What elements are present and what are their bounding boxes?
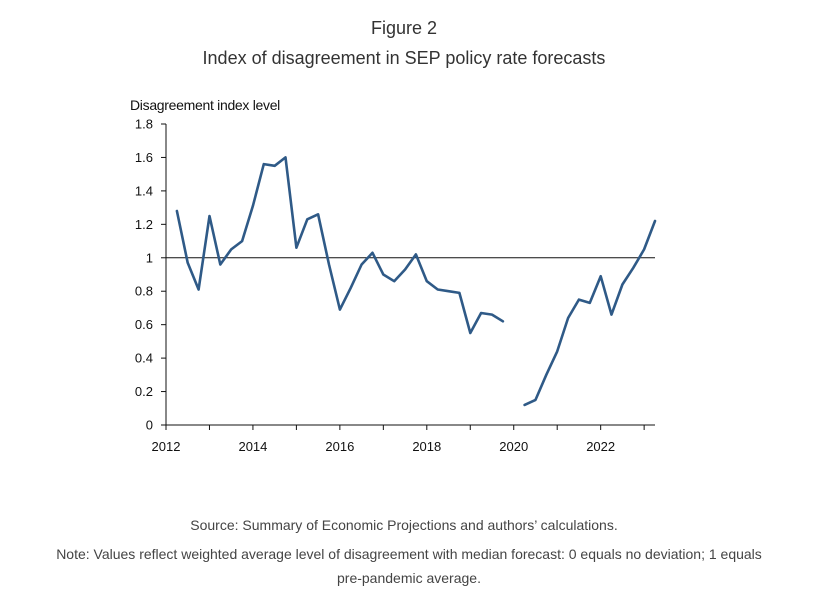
y-tick-label: 1 [146, 250, 153, 265]
figure-number: Figure 2 [370, 18, 438, 38]
y-tick-label: 0 [146, 418, 153, 433]
y-axis-group: 0 0.2 0.4 0.6 0.8 1 1.2 1.4 1.6 1.8 [135, 117, 167, 433]
x-tick-label: 2018 [412, 439, 441, 454]
y-tick-label: 0.4 [135, 351, 153, 366]
series-line-post-pandemic [523, 219, 657, 407]
y-tick-label: 0.8 [135, 284, 153, 299]
y-tick-label: 1.2 [135, 217, 153, 232]
y-tick-label: 0.2 [135, 384, 153, 399]
chart-note: Note: Values reflect weighted average le… [0, 542, 818, 590]
x-tick-label: 2012 [152, 439, 181, 454]
note-line-1: Note: Values reflect weighted average le… [56, 546, 762, 562]
source-note: Source: Summary of Economic Projections … [190, 517, 618, 533]
y-axis-label: Disagreement index level [130, 97, 280, 113]
series-group [175, 156, 657, 407]
y-tick-label: 1.8 [135, 117, 153, 132]
y-tick-label: 0.6 [135, 317, 153, 332]
x-tick-label: 2014 [238, 439, 267, 454]
series-line-pre-pandemic [175, 156, 505, 335]
y-tick-label: 1.6 [135, 150, 153, 165]
chart-title: Index of disagreement in SEP policy rate… [202, 48, 606, 68]
x-tick-label: 2020 [499, 439, 528, 454]
x-tick-label: 2016 [325, 439, 354, 454]
note-line-2: pre-pandemic average. [337, 570, 481, 586]
x-tick-label: 2022 [586, 439, 615, 454]
x-axis-group: 2012 2014 2016 2018 2020 2022 [152, 424, 655, 454]
y-tick-label: 1.4 [135, 183, 153, 198]
